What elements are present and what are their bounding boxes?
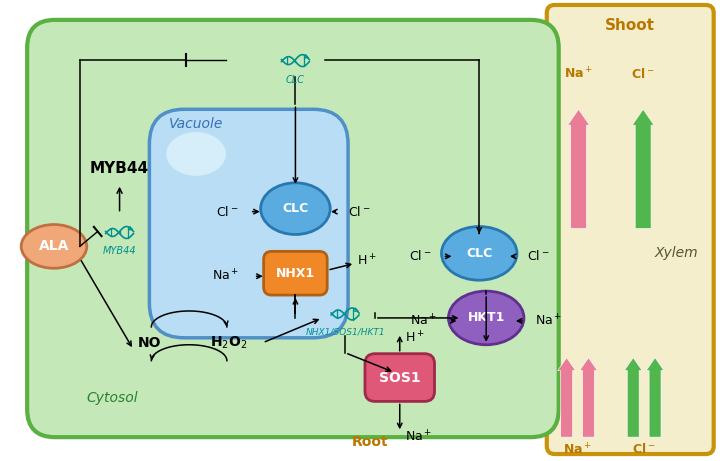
Text: Cl$^-$: Cl$^-$	[632, 442, 656, 456]
FancyArrow shape	[580, 358, 598, 437]
Text: Na$^+$: Na$^+$	[535, 313, 562, 329]
Text: NHX1: NHX1	[276, 267, 315, 280]
Text: NHX1/SOS1/HKT1: NHX1/SOS1/HKT1	[305, 328, 385, 337]
Ellipse shape	[21, 225, 87, 268]
Ellipse shape	[441, 226, 517, 280]
Text: Na$^+$: Na$^+$	[564, 66, 593, 82]
Text: Cl$^-$: Cl$^-$	[348, 205, 371, 219]
FancyArrow shape	[558, 358, 575, 437]
FancyArrow shape	[646, 358, 664, 437]
Text: CLC: CLC	[286, 75, 305, 84]
Text: NO: NO	[138, 336, 161, 350]
Text: Cl$^-$: Cl$^-$	[217, 205, 239, 219]
Text: Na$^+$: Na$^+$	[563, 442, 592, 457]
Text: CLC: CLC	[466, 247, 492, 260]
Text: Root: Root	[351, 435, 388, 449]
Text: SOS1: SOS1	[379, 371, 420, 384]
FancyBboxPatch shape	[149, 109, 348, 338]
Ellipse shape	[261, 183, 330, 235]
Text: Cl$^-$: Cl$^-$	[409, 249, 431, 263]
FancyArrow shape	[567, 109, 590, 229]
Text: Na$^+$: Na$^+$	[212, 269, 239, 284]
Text: Cytosol: Cytosol	[87, 391, 138, 405]
Text: MYB44: MYB44	[90, 161, 149, 177]
FancyBboxPatch shape	[264, 251, 327, 295]
Ellipse shape	[166, 132, 226, 176]
FancyArrow shape	[632, 109, 654, 229]
Text: H$_2$O$_2$: H$_2$O$_2$	[210, 335, 248, 351]
Text: Shoot: Shoot	[606, 18, 655, 33]
Text: CLC: CLC	[282, 202, 309, 215]
Text: Cl$^-$: Cl$^-$	[631, 67, 655, 82]
Text: ALA: ALA	[39, 239, 69, 254]
Text: Cl$^-$: Cl$^-$	[527, 249, 549, 263]
Text: H$^+$: H$^+$	[405, 330, 424, 345]
Text: Vacuole: Vacuole	[169, 117, 223, 131]
FancyBboxPatch shape	[27, 20, 559, 437]
Text: Xylem: Xylem	[654, 246, 698, 260]
Ellipse shape	[449, 291, 524, 345]
Text: Na$^+$: Na$^+$	[405, 429, 432, 444]
Text: HKT1: HKT1	[467, 312, 505, 325]
Text: H$^+$: H$^+$	[357, 254, 377, 269]
Text: Na$^+$: Na$^+$	[410, 313, 438, 329]
FancyArrow shape	[624, 358, 642, 437]
FancyBboxPatch shape	[546, 5, 714, 454]
Text: MYB44: MYB44	[103, 246, 136, 256]
FancyBboxPatch shape	[365, 354, 434, 402]
